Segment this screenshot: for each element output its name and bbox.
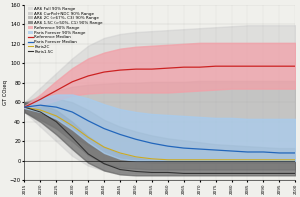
Legend: AR6 Full 90% Range, AR6 CurPol+NDC 90% Range, AR6 2C (>67%, C3) 90% Range, AR6 1: AR6 Full 90% Range, AR6 CurPol+NDC 90% R…: [26, 5, 105, 55]
Y-axis label: GT CO₂eq: GT CO₂eq: [3, 80, 8, 105]
